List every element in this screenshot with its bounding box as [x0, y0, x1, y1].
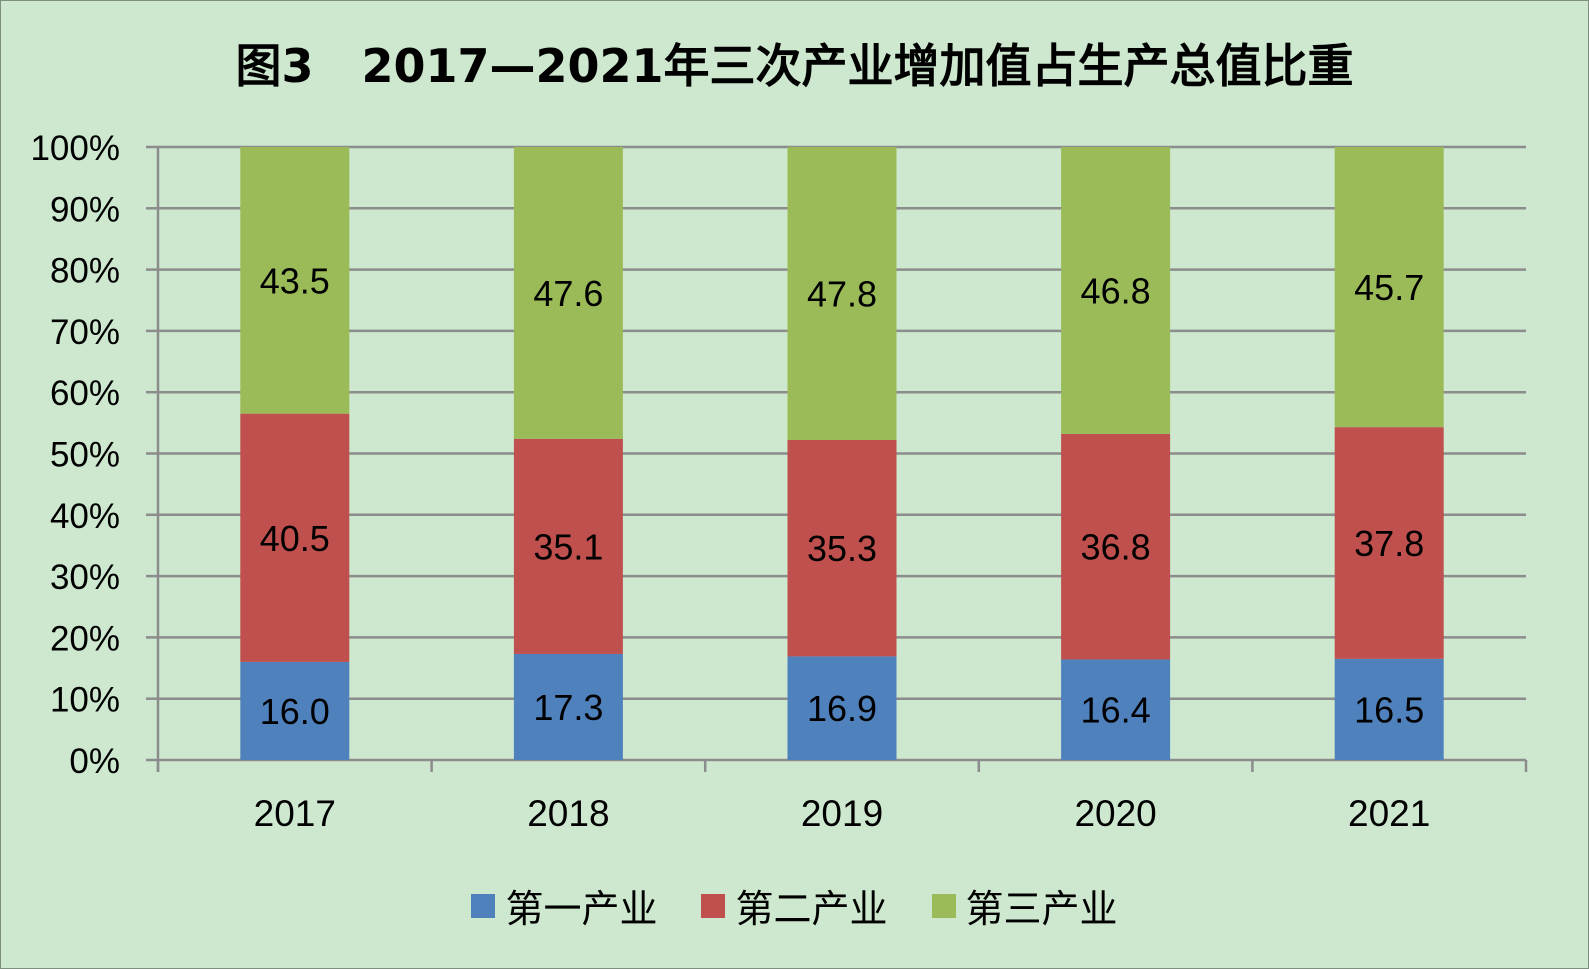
bar-segment: [513, 653, 623, 760]
data-label: 45.7: [1354, 267, 1424, 308]
chart-title: 图3 2017—2021年三次产业增加值占生产总值比重: [235, 39, 1354, 93]
y-tick-label: 80%: [50, 252, 120, 291]
bar-segment: [1061, 659, 1171, 760]
legend-swatch-series3: [931, 893, 956, 918]
data-label: 17.3: [533, 687, 603, 728]
y-tick-label: 100%: [30, 129, 120, 168]
data-label: 16.0: [260, 691, 330, 732]
data-label: 35.1: [533, 526, 603, 567]
x-tick-label: 2020: [1074, 793, 1156, 834]
legend-item-series1: 第一产业: [471, 878, 657, 933]
bar-segment: [1334, 658, 1444, 760]
bar-segment: [1334, 427, 1444, 659]
data-label: 35.3: [807, 528, 877, 569]
bar-segment: [1061, 147, 1171, 434]
bar-segment: [240, 147, 350, 414]
bar-segment: [513, 147, 623, 439]
data-label: 47.6: [533, 273, 603, 314]
y-tick-label: 70%: [50, 313, 120, 352]
legend-label-series1: 第一产业: [505, 887, 658, 931]
bar-segment: [787, 147, 897, 441]
y-tick-label: 30%: [50, 558, 120, 597]
x-tick-label: 2018: [527, 793, 609, 834]
y-tick-label: 10%: [50, 681, 120, 720]
data-label: 36.8: [1081, 527, 1151, 568]
bar-segment: [1334, 147, 1444, 428]
data-label: 40.5: [260, 518, 330, 559]
x-tick-label: 2021: [1348, 793, 1430, 834]
bar-segment: [240, 661, 350, 760]
y-tick-label: 50%: [50, 436, 120, 475]
y-tick-label: 0%: [69, 742, 120, 781]
legend-swatch-series1: [471, 893, 496, 918]
y-tick-label: 60%: [50, 374, 120, 413]
legend-item-series3: 第三产业: [931, 878, 1118, 933]
data-label: 43.5: [260, 260, 330, 301]
bar-segment: [787, 656, 897, 760]
data-label: 16.4: [1081, 690, 1151, 731]
data-label: 37.8: [1354, 523, 1424, 564]
y-tick-label: 20%: [50, 619, 120, 658]
y-tick-label: 40%: [50, 497, 120, 536]
legend-label-series2: 第二产业: [735, 887, 888, 931]
bar-segment: [1061, 433, 1171, 660]
legend-label-series3: 第三产业: [965, 887, 1118, 931]
x-tick-label: 2019: [801, 793, 883, 834]
y-tick-label: 90%: [50, 190, 120, 229]
legend-item-series2: 第二产业: [701, 878, 888, 933]
legend: 第一产业 第二产业 第三产业: [0, 878, 1589, 933]
legend-swatch-series2: [701, 893, 726, 918]
data-label: 16.5: [1354, 689, 1424, 730]
data-label: 46.8: [1081, 270, 1151, 311]
bar-segment: [513, 438, 623, 654]
data-label: 16.9: [807, 688, 877, 729]
bar-segment: [240, 413, 350, 662]
x-tick-label: 2017: [254, 793, 336, 834]
bar-segment: [787, 440, 897, 657]
data-label: 47.8: [807, 274, 877, 315]
